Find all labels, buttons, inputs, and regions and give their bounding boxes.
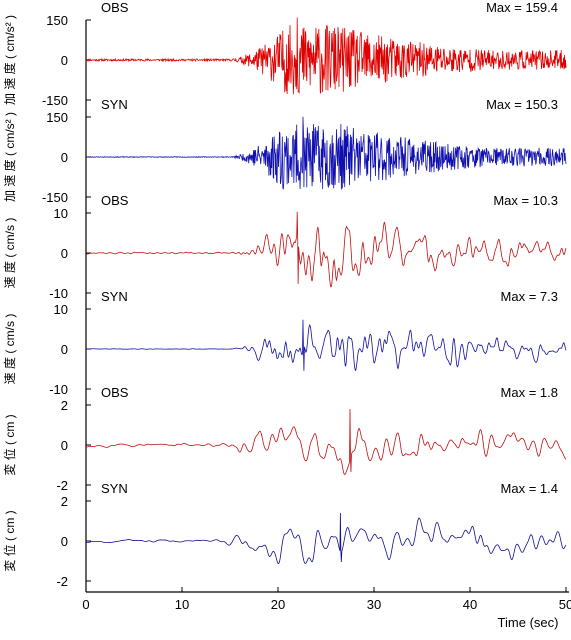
y-axis-label: 加 速 度 ( cm/s² ) <box>2 112 17 202</box>
y-tick-label: 0 <box>61 534 68 549</box>
series-label: OBS <box>101 385 129 400</box>
y-tick-label: -2 <box>56 478 68 493</box>
waveform-line <box>85 408 567 476</box>
waveform-line <box>85 116 567 190</box>
y-tick-label: 0 <box>61 53 68 68</box>
y-tick-label: 0 <box>61 438 68 453</box>
y-tick-label: 0 <box>61 150 68 165</box>
y-axis-label: 変 位 ( cm ) <box>2 510 17 571</box>
waveform-line <box>85 319 567 371</box>
y-tick-label: 10 <box>54 206 68 221</box>
y-tick-label: 2 <box>61 494 68 509</box>
x-tick-label: 30 <box>367 597 381 612</box>
series-label: SYN <box>101 289 128 304</box>
waveform-line <box>85 211 567 288</box>
y-tick-label: 150 <box>46 110 68 125</box>
series-label: OBS <box>101 193 129 208</box>
x-tick-label: 40 <box>463 597 477 612</box>
waveform-line <box>85 512 567 565</box>
series-label: SYN <box>101 481 128 496</box>
series-label: OBS <box>101 0 129 15</box>
y-axis-label: 速 度 ( cm/s ) <box>2 218 17 289</box>
y-tick-label: -2 <box>56 574 68 589</box>
y-tick-label: -150 <box>42 93 68 108</box>
y-tick-label: 2 <box>61 398 68 413</box>
y-axis-label: 変 位 ( cm ) <box>2 414 17 475</box>
max-label: Max = 159.4 <box>486 0 558 15</box>
waveform-line <box>85 17 567 95</box>
y-tick-label: 0 <box>61 342 68 357</box>
max-label: Max = 7.3 <box>501 289 558 304</box>
x-tick-label: 50 <box>559 597 571 612</box>
x-axis-label: Time (sec) <box>498 615 559 630</box>
y-axis-label: 速 度 ( cm/s ) <box>2 314 17 385</box>
y-tick-label: 10 <box>54 302 68 317</box>
y-tick-label: 0 <box>61 246 68 261</box>
y-tick-label: -150 <box>42 190 68 205</box>
max-label: Max = 150.3 <box>486 97 558 112</box>
y-axis-label: 加 速 度 ( cm/s² ) <box>2 15 17 105</box>
x-tick-label: 0 <box>82 597 89 612</box>
series-label: SYN <box>101 97 128 112</box>
y-tick-label: 150 <box>46 13 68 28</box>
y-tick-label: -10 <box>49 286 68 301</box>
max-label: Max = 10.3 <box>493 193 558 208</box>
max-label: Max = 1.8 <box>501 385 558 400</box>
max-label: Max = 1.4 <box>501 481 558 496</box>
x-tick-label: 20 <box>271 597 285 612</box>
x-tick-label: 10 <box>175 597 189 612</box>
y-tick-label: -10 <box>49 382 68 397</box>
